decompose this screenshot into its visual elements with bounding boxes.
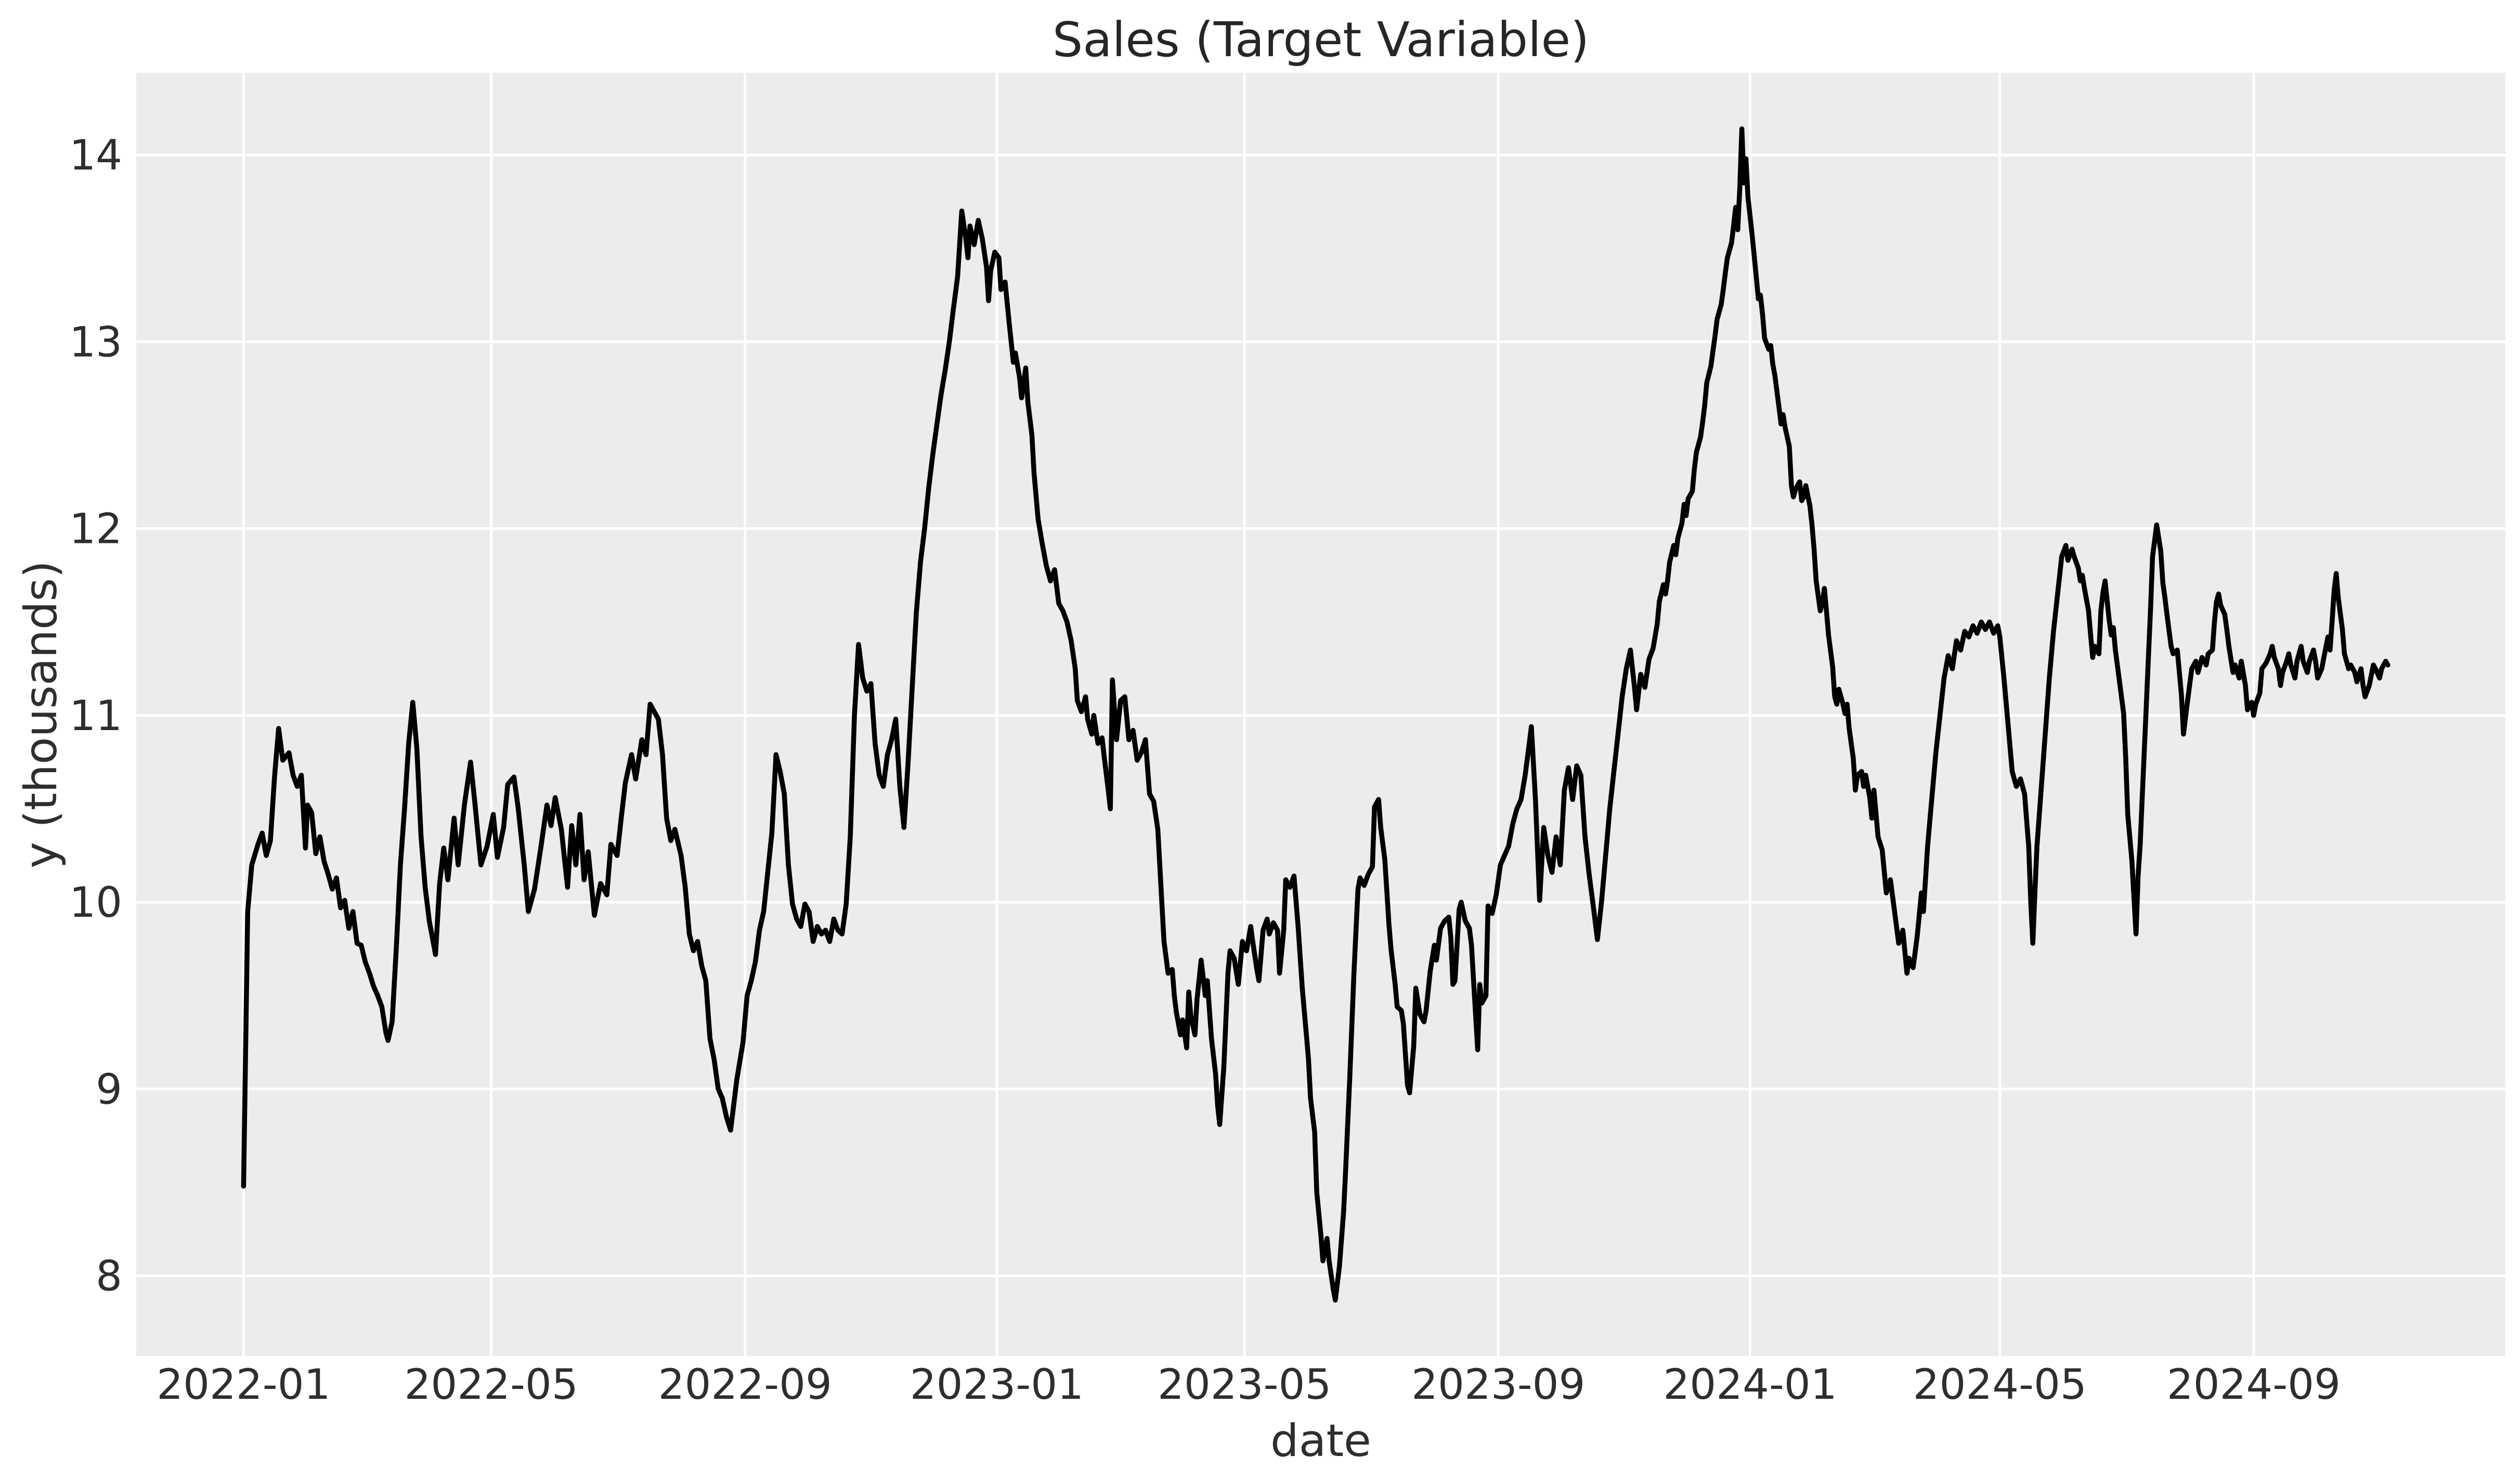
y-tick-label: 8 — [96, 1252, 122, 1301]
x-tick-label: 2022-05 — [404, 1360, 578, 1409]
y-tick-label: 10 — [69, 878, 122, 927]
x-tick-label: 2024-05 — [1913, 1360, 2087, 1409]
y-axis-tick-labels: 8 9 10 11 12 13 14 — [69, 131, 122, 1300]
horizontal-gridlines — [136, 153, 2505, 1278]
sales-series-line — [241, 126, 2391, 1303]
x-tick-label: 2023-09 — [1411, 1360, 1585, 1409]
x-tick-label: 2024-09 — [2167, 1360, 2341, 1409]
x-axis-label: date — [1270, 1415, 1371, 1467]
x-tick-label: 2023-05 — [1158, 1360, 1331, 1409]
y-tick-label: 12 — [69, 505, 122, 553]
y-tick-label: 11 — [69, 692, 122, 740]
x-tick-label: 2022-09 — [658, 1360, 832, 1409]
y-tick-label: 13 — [69, 318, 122, 366]
x-tick-label: 2022-01 — [157, 1360, 330, 1409]
y-axis-label: y (thousands) — [15, 561, 67, 868]
x-tick-label: 2024-01 — [1663, 1360, 1837, 1409]
x-tick-label: 2023-01 — [910, 1360, 1084, 1409]
x-axis-tick-labels: 2022-01 2022-05 2022-09 2023-01 2023-05 2023-… — [157, 1360, 2341, 1409]
y-tick-label: 9 — [96, 1065, 122, 1113]
chart-title: Sales (Target Variable) — [1053, 12, 1589, 68]
y-tick-label: 14 — [69, 131, 122, 179]
